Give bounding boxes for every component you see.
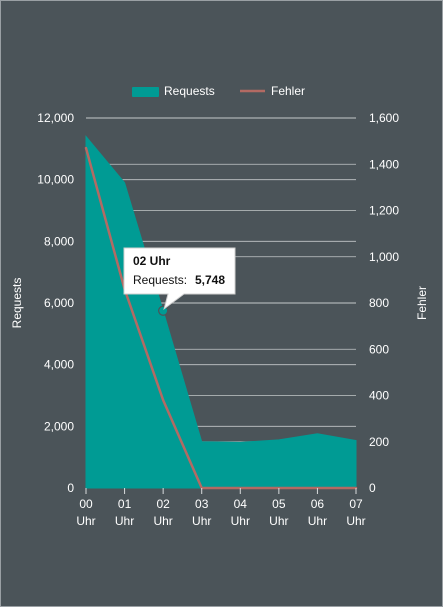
y-left-tick-label-0: 0	[67, 481, 74, 495]
tooltip-value: 5,748	[195, 273, 225, 287]
y-axis-right-title: Fehler	[415, 286, 429, 320]
x-tick-label-1: 01 Uhr	[115, 497, 134, 528]
legend-requests-label: Requests	[164, 84, 215, 98]
x-axis-ticks: 00 Uhr 01 Uhr 02 Uhr 03 Uhr 04 Uhr 05 Uhr 06 Uhr 07 Uhr	[76, 488, 366, 528]
x-tick-label-7: 07 Uhr	[346, 497, 365, 528]
y-right-tick-label-4: 800	[369, 296, 389, 310]
legend-fehler-label: Fehler	[271, 84, 305, 98]
hover-point-marker	[158, 305, 169, 316]
y-right-tick-label-3: 600	[369, 342, 389, 356]
y-right-tick-label-2: 400	[369, 389, 389, 403]
tooltip-category: 02 Uhr	[133, 254, 171, 268]
tooltip: 02 Uhr Requests: 5,748	[123, 247, 236, 311]
y-axis-right-ticks: 0 200 400 600 800 1,000 1,200 1,400 1,600	[369, 111, 399, 495]
x-tick-label-0: 00 Uhr	[76, 497, 95, 528]
x-tick-label-5: 05 Uhr	[269, 497, 288, 528]
y-left-tick-label-1: 2,000	[44, 419, 74, 433]
y-left-tick-label-2: 4,000	[44, 358, 74, 372]
y-left-tick-label-6: 12,000	[37, 111, 74, 125]
y-left-tick-label-4: 8,000	[44, 234, 74, 248]
y-right-tick-label-1: 200	[369, 435, 389, 449]
requests-area	[85, 135, 357, 489]
y-right-tick-label-7: 1,400	[369, 157, 399, 171]
y-right-tick-label-6: 1,200	[369, 204, 399, 218]
fehler-line	[84, 146, 358, 490]
tooltip-box	[123, 247, 236, 311]
y-left-tick-label-5: 10,000	[37, 173, 74, 187]
y-left-tick-label-3: 6,000	[44, 296, 74, 310]
y-right-tick-label-0: 0	[369, 481, 376, 495]
y-right-tick-label-8: 1,600	[369, 111, 399, 125]
x-tick-label-6: 06 Uhr	[308, 497, 327, 528]
legend-requests-swatch	[132, 87, 159, 97]
legend: Requests Fehler	[132, 84, 305, 98]
y-axis-left-ticks: 0 2,000 4,000 6,000 8,000 10,000 12,000	[37, 111, 74, 495]
tooltip-series-label: Requests:	[133, 273, 187, 287]
y-axis-left-title: Requests	[10, 278, 24, 329]
x-tick-label-2: 02 Uhr	[153, 497, 172, 528]
x-tick-label-4: 04 Uhr	[231, 497, 250, 528]
x-tick-label-3: 03 Uhr	[192, 497, 211, 528]
y-right-tick-label-5: 1,000	[369, 250, 399, 264]
